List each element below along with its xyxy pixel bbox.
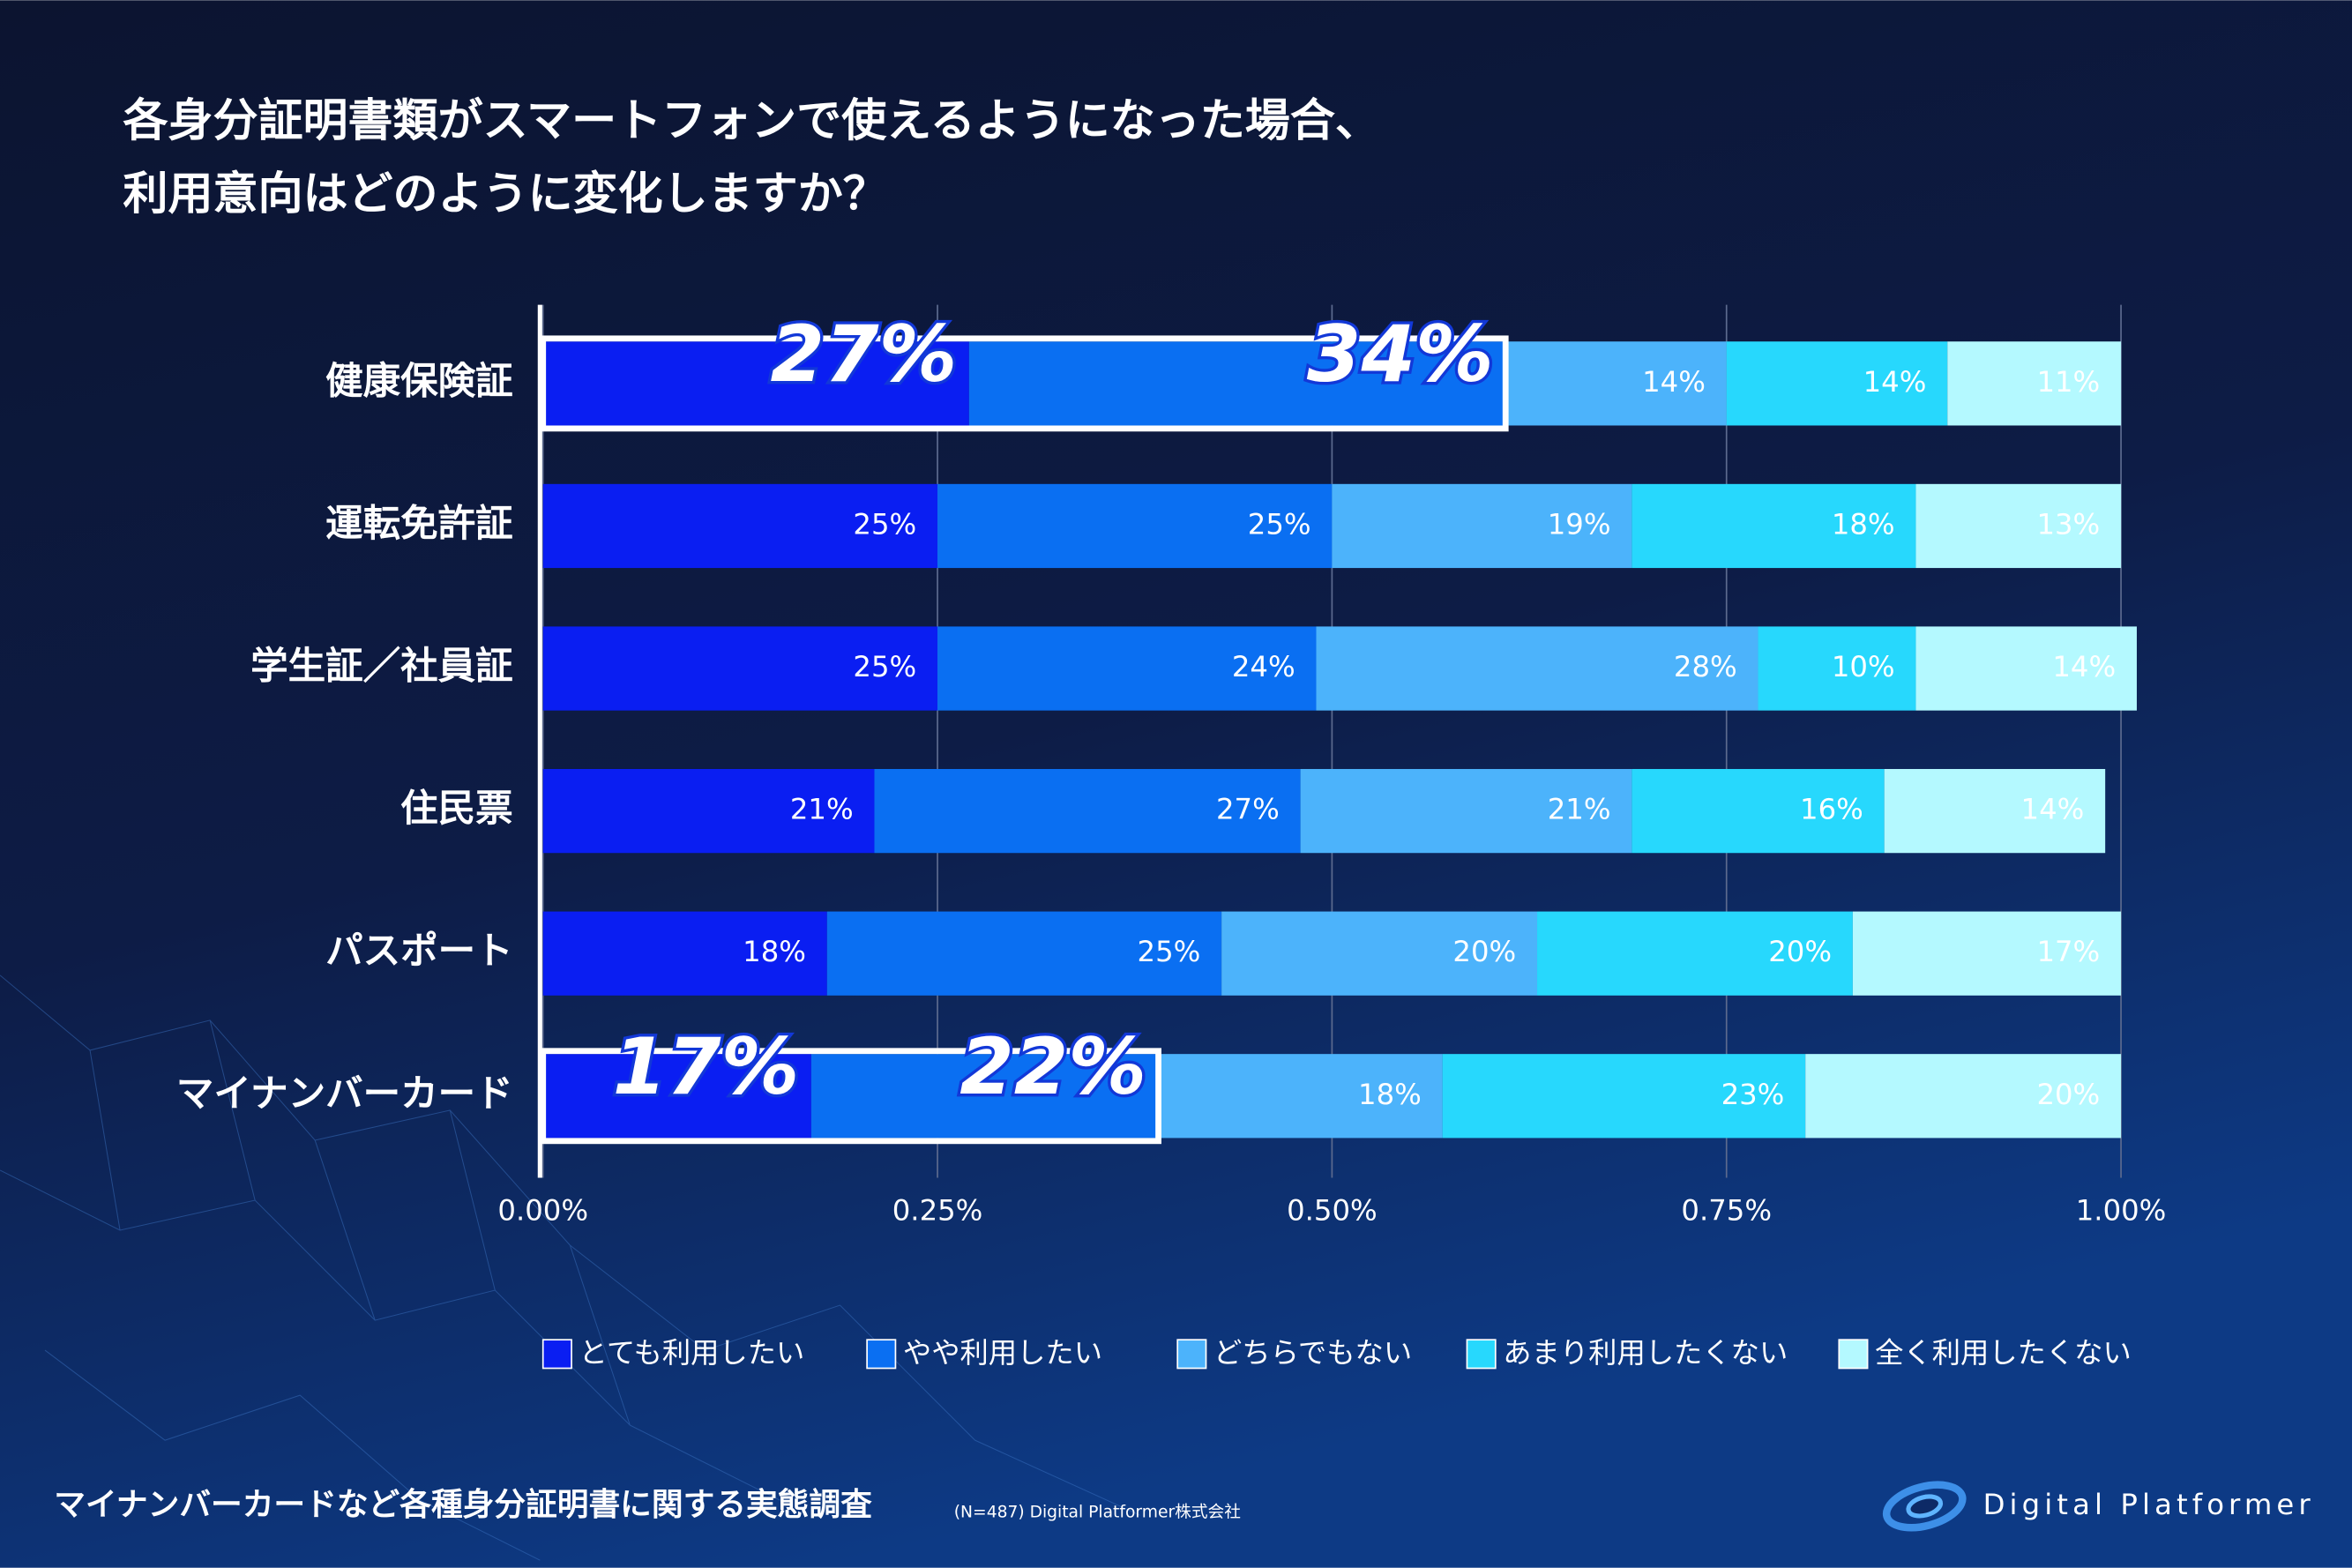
- value-label: 28%: [1674, 650, 1737, 683]
- bar-segment: [826, 911, 1222, 996]
- bar-segment: [1158, 1054, 1443, 1139]
- legend-label: とても利用したい: [579, 1336, 805, 1370]
- value-label: 11%: [2036, 365, 2100, 399]
- value-label: 17%: [613, 1021, 800, 1112]
- legend-label: あまり利用したくない: [1503, 1336, 1788, 1370]
- legend-swatch: [866, 1339, 897, 1370]
- value-label: 34%: [1307, 309, 1494, 399]
- bar-segment: [1221, 911, 1538, 996]
- value-label: 18%: [1358, 1078, 1422, 1111]
- bar-segment: [1852, 911, 2122, 996]
- value-label: 21%: [1548, 793, 1611, 826]
- legend-swatch: [1176, 1339, 1207, 1370]
- brand-logo: [1882, 1481, 1967, 1532]
- bar-segment: [1300, 768, 1632, 854]
- y-tick-label: パスポート: [325, 930, 513, 974]
- bar-segment: [1505, 341, 1727, 426]
- value-label: 25%: [853, 650, 916, 683]
- value-label: 10%: [1832, 650, 1895, 683]
- bar-segment: [1332, 483, 1632, 569]
- value-label: 27%: [771, 309, 958, 399]
- y-tick-label: マイナンバーカード: [176, 1072, 513, 1116]
- bar-segment: [1316, 626, 1758, 711]
- bar-segment: [1805, 1054, 2122, 1139]
- value-label: 14%: [1863, 365, 1927, 399]
- value-label: 27%: [1216, 793, 1280, 826]
- x-tick-label: 0.50%: [1287, 1194, 1378, 1228]
- value-label: 18%: [1832, 507, 1895, 541]
- bar-segment: [968, 341, 1506, 426]
- legend-label: 全く利用したくない: [1875, 1336, 2132, 1370]
- value-label: 23%: [1721, 1078, 1785, 1111]
- value-label: 17%: [2036, 935, 2100, 968]
- x-tick-label: 0.00%: [497, 1194, 588, 1228]
- x-tick-label: 0.75%: [1681, 1194, 1772, 1228]
- value-label: 22%: [959, 1021, 1146, 1112]
- bar-segment: [1947, 341, 2122, 426]
- legend-swatch: [1466, 1339, 1497, 1370]
- bar-segment: [542, 768, 875, 854]
- y-tick-label: 住民票: [400, 788, 513, 831]
- value-label: 13%: [2036, 507, 2100, 541]
- x-tick-label: 0.25%: [892, 1194, 983, 1228]
- bar-segment: [1442, 1054, 1806, 1139]
- value-label: 25%: [1248, 507, 1311, 541]
- bar-segment: [810, 1054, 1159, 1139]
- bar-segment: [542, 341, 969, 426]
- title-line: 利用意向はどのように変化しますか？: [123, 168, 887, 220]
- value-label: 14%: [2021, 793, 2085, 826]
- bar-segment: [874, 768, 1301, 854]
- legend-label: どちらでもない: [1213, 1336, 1412, 1370]
- source: マイナンバーカードなど各種身分証明書に関する実態調査: [54, 1487, 872, 1523]
- y-tick-label: 学生証／社員証: [250, 646, 513, 689]
- network-decoration: [0, 974, 1140, 1561]
- bar-segment: [1631, 768, 1885, 854]
- brand: Digital Platformer: [1983, 1488, 2315, 1521]
- x-tick-label: 1.00%: [2076, 1194, 2167, 1228]
- value-label: 14%: [2052, 650, 2116, 683]
- bar-segment: [1915, 626, 2137, 711]
- bar-segment: [1915, 483, 2122, 569]
- value-label: 19%: [1548, 507, 1611, 541]
- legend-label: やや利用したい: [903, 1336, 1102, 1370]
- highlight-frame: [540, 335, 1509, 432]
- source-note: (N=487) Digital Platformer株式会社: [954, 1503, 1241, 1521]
- value-label: 24%: [1232, 650, 1295, 683]
- value-label: 21%: [790, 793, 854, 826]
- bar-segment: [937, 626, 1317, 711]
- bar-segment: [542, 626, 938, 711]
- legend-swatch: [1838, 1339, 1869, 1370]
- bar-segment: [937, 483, 1333, 569]
- value-label: 20%: [1452, 935, 1516, 968]
- bar-segment: [542, 911, 827, 996]
- value-label: 18%: [743, 935, 806, 968]
- bar-segment: [1726, 341, 1948, 426]
- highlight-frame: [540, 1048, 1161, 1145]
- bar-segment: [1631, 483, 1916, 569]
- value-label: 14%: [1642, 365, 1706, 399]
- bar-segment: [1758, 626, 1916, 711]
- title-line: 各身分証明書類がスマートフォンで使えるようになった場合、: [123, 95, 1379, 147]
- legend-swatch: [541, 1339, 572, 1370]
- value-label: 25%: [853, 507, 916, 541]
- y-tick-label: 運転免許証: [325, 503, 513, 546]
- value-label: 20%: [1768, 935, 1832, 968]
- bar-segment: [542, 483, 938, 569]
- bar-segment: [1537, 911, 1853, 996]
- bar-segment: [1884, 768, 2106, 854]
- bar-segment: [542, 1054, 811, 1139]
- value-label: 20%: [2036, 1078, 2100, 1111]
- y-tick-label: 健康保険証: [325, 360, 513, 403]
- value-label: 25%: [1138, 935, 1201, 968]
- value-label: 16%: [1800, 793, 1863, 826]
